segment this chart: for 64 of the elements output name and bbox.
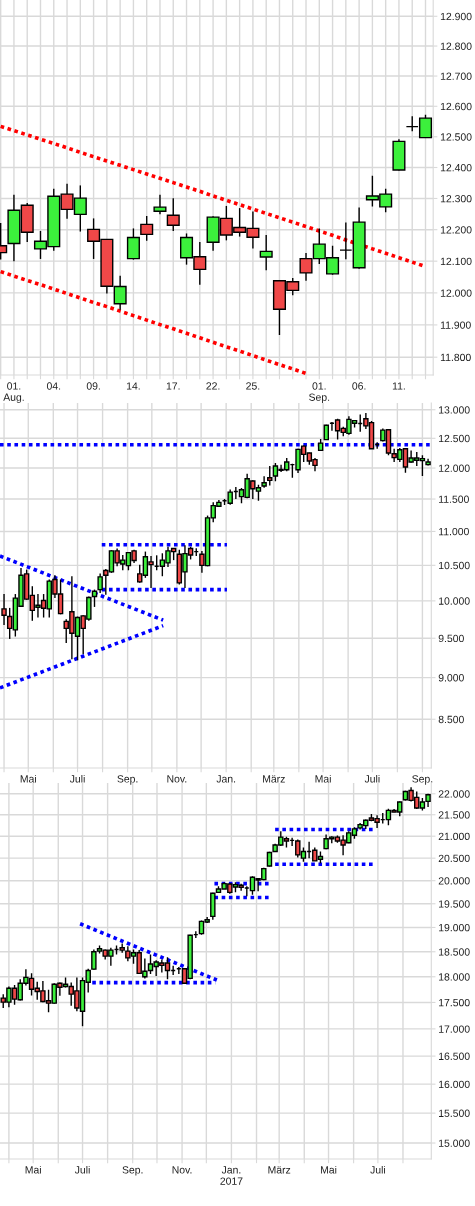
x-tick-label: Juli: [69, 774, 85, 783]
x-tick-label: Juli: [364, 774, 380, 783]
y-tick-label: 8.500: [438, 715, 464, 724]
x-tick-label: Mai: [315, 774, 331, 783]
x-tick-label: 22.: [206, 382, 220, 390]
y-tick-label: 21.500: [438, 811, 470, 819]
y-tick-label: 19.000: [439, 923, 470, 932]
x-tick-label: 11.: [392, 382, 405, 390]
y-tick-label: 12.500: [440, 133, 472, 141]
x-tick-label: Juli: [74, 1165, 90, 1174]
y-tick-label: 12.300: [440, 194, 472, 203]
y-tick-label: 11.800: [440, 353, 471, 362]
y-tick-label: 11.900: [440, 321, 471, 329]
x-tick-label: Juli: [370, 1165, 386, 1174]
y-tick-label: 10.500: [439, 561, 470, 570]
x-tick-label: 01. Sep.: [309, 382, 330, 403]
x-tick-label: März: [263, 775, 285, 783]
x-tick-label: Sep.: [122, 1166, 143, 1176]
x-tick-label: Sep.: [117, 775, 138, 785]
y-tick-label: 17.500: [439, 998, 470, 1007]
y-tick-label: 12.100: [440, 257, 472, 266]
y-tick-label: 9.000: [438, 674, 464, 682]
y-tick-label: 12.800: [440, 42, 472, 50]
y-tick-label: 16.500: [439, 1052, 470, 1060]
x-tick-label: 17.: [166, 382, 180, 390]
y-tick-label: 17.000: [439, 1025, 470, 1033]
x-tick-label: 09.: [86, 382, 100, 390]
x-tick-label: Sep.: [412, 775, 433, 785]
y-tick-label: 20.000: [438, 877, 470, 885]
y-tick-label: 12.200: [440, 226, 472, 234]
y-tick-label: 12.900: [440, 12, 472, 21]
x-tick-label: März: [268, 1166, 291, 1174]
x-tick-label: Jan. 2017: [220, 1166, 243, 1185]
y-tick-label: 12.700: [440, 72, 472, 80]
y-tick-label: 21.000: [438, 832, 470, 841]
x-tick-label: Mai: [20, 774, 36, 783]
y-tick-label: 12.600: [440, 102, 472, 111]
x-tick-label: Nov.: [167, 775, 187, 783]
x-tick-label: 01. Aug.: [3, 382, 24, 403]
y-tick-label: 12.000: [440, 289, 472, 297]
y-tick-label: 13.000: [439, 406, 470, 414]
y-tick-label: 22.000: [438, 790, 470, 798]
y-tick-label: 10.000: [439, 597, 470, 605]
x-tick-label: 25.: [246, 382, 260, 390]
y-tick-label: 18.500: [439, 948, 470, 956]
x-tick-label: 06.: [352, 382, 366, 390]
y-tick-label: 16.000: [439, 1080, 470, 1089]
y-tick-label: 19.500: [439, 900, 470, 908]
x-tick-label: 04.: [46, 382, 61, 390]
y-tick-label: 15.000: [439, 1139, 470, 1147]
x-tick-label: Mai: [321, 1165, 337, 1174]
y-tick-label: 9.500: [438, 634, 464, 643]
y-tick-label: 15.500: [439, 1109, 470, 1117]
y-tick-label: 12.000: [439, 464, 470, 472]
y-tick-label: 12.500: [439, 434, 470, 443]
y-tick-label: 11.500: [439, 495, 469, 503]
x-tick-label: Nov.: [172, 1166, 192, 1174]
y-tick-label: 11.000: [439, 527, 469, 536]
x-tick-label: Mai: [25, 1165, 41, 1174]
y-tick-label: 20.500: [438, 854, 470, 863]
x-tick-label: Jan.: [216, 775, 236, 783]
y-tick-label: 18.000: [439, 973, 470, 981]
x-tick-label: 14.: [126, 382, 140, 390]
y-tick-label: 12.400: [440, 163, 472, 172]
